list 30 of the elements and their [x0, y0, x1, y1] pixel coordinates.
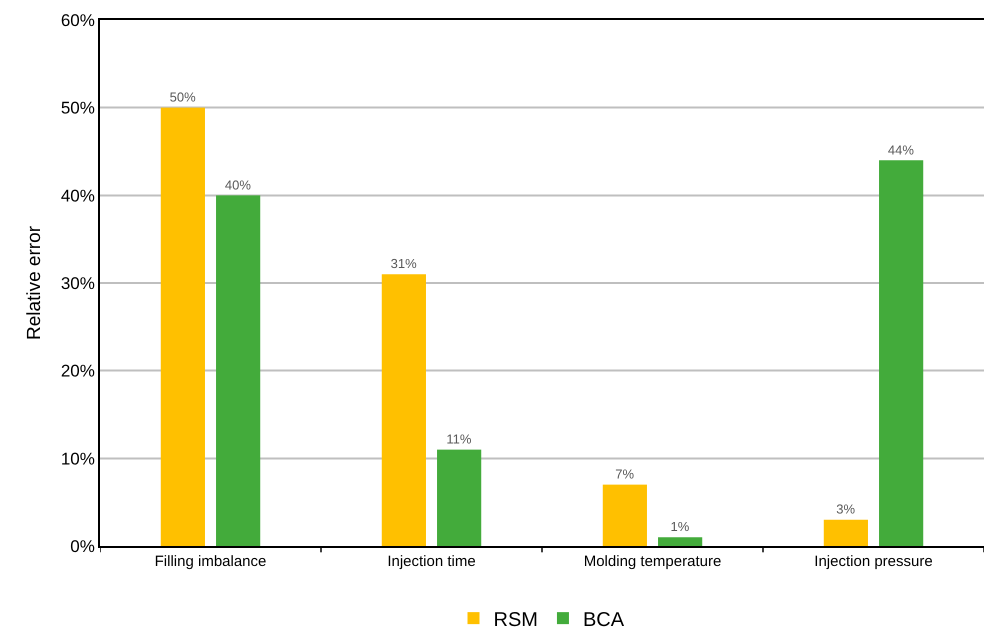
x-tick-label: Injection time: [387, 552, 476, 570]
y-tick-label: 10%: [60, 449, 95, 468]
y-tick-label: 0%: [70, 536, 95, 556]
bar: [658, 537, 702, 546]
bar: [382, 274, 426, 546]
y-axis-title: Relative error: [24, 225, 46, 340]
x-tick-label: Molding temperature: [584, 552, 722, 570]
y-tick-label: 60%: [60, 10, 95, 30]
data-label: 31%: [390, 256, 418, 272]
data-label: 11%: [446, 432, 472, 447]
data-label: 1%: [670, 519, 690, 534]
x-tick-label: Injection pressure: [814, 552, 933, 570]
legend-label: BCA: [582, 608, 625, 631]
data-label: 44%: [888, 142, 914, 158]
data-label: 3%: [836, 502, 856, 517]
bar: [824, 520, 868, 546]
data-label: 7%: [615, 466, 634, 482]
y-tick-label: 50%: [60, 98, 95, 118]
data-label: 50%: [170, 90, 196, 105]
bar: [216, 195, 260, 546]
bar: [602, 484, 647, 546]
bar: [879, 160, 924, 546]
x-tick-label: Filling imbalance: [154, 552, 266, 570]
y-tick-label: 40%: [60, 186, 95, 206]
y-tick-label: 20%: [60, 362, 95, 381]
legend-label: RSM: [494, 608, 538, 631]
data-label: 40%: [224, 177, 252, 192]
y-tick-label: 30%: [60, 274, 95, 293]
bar: [160, 108, 205, 546]
bar: [437, 450, 482, 546]
